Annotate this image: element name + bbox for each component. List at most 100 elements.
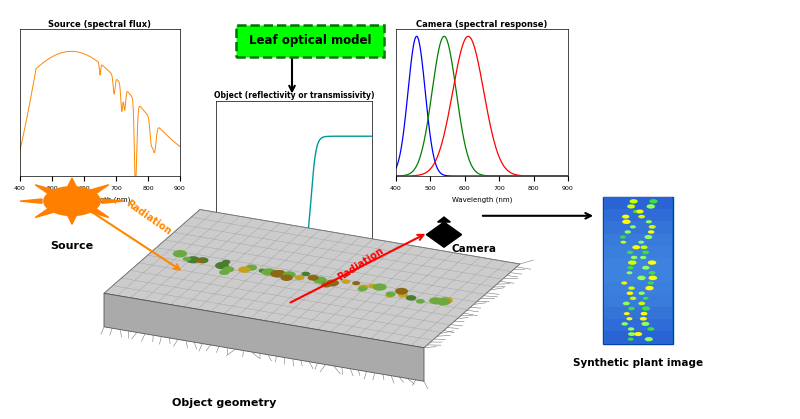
Polygon shape [20, 199, 42, 203]
Circle shape [622, 220, 630, 224]
FancyBboxPatch shape [604, 209, 672, 221]
Circle shape [302, 272, 310, 276]
Circle shape [649, 276, 657, 280]
Circle shape [373, 283, 386, 291]
Circle shape [645, 235, 652, 239]
Circle shape [307, 275, 318, 281]
Circle shape [626, 292, 634, 295]
FancyBboxPatch shape [604, 258, 672, 270]
Circle shape [647, 327, 654, 331]
FancyBboxPatch shape [236, 25, 384, 57]
Circle shape [632, 245, 640, 249]
Title: Camera (spectral response): Camera (spectral response) [416, 20, 548, 28]
Circle shape [642, 266, 650, 270]
Circle shape [641, 312, 647, 316]
Circle shape [197, 257, 209, 264]
Circle shape [222, 260, 230, 264]
Circle shape [636, 210, 643, 213]
Title: Object (reflectivity or transmissivity): Object (reflectivity or transmissivity) [214, 91, 374, 100]
Circle shape [176, 252, 186, 257]
Circle shape [43, 186, 101, 216]
Circle shape [386, 293, 394, 298]
X-axis label: Wavelength (nm): Wavelength (nm) [452, 196, 512, 203]
Circle shape [623, 302, 630, 305]
X-axis label: Wavelength (nm): Wavelength (nm) [70, 196, 130, 203]
Text: Source: Source [50, 241, 94, 251]
Circle shape [326, 279, 339, 286]
Polygon shape [90, 185, 109, 193]
Circle shape [648, 230, 654, 234]
FancyBboxPatch shape [604, 270, 672, 282]
Circle shape [406, 295, 416, 300]
Circle shape [634, 332, 642, 336]
Polygon shape [35, 185, 54, 193]
Polygon shape [35, 209, 54, 217]
Circle shape [342, 279, 350, 284]
Text: Camera: Camera [452, 244, 497, 254]
Circle shape [626, 251, 633, 254]
Circle shape [627, 204, 635, 209]
Circle shape [173, 250, 187, 258]
Circle shape [352, 281, 360, 285]
Polygon shape [90, 209, 109, 217]
Circle shape [633, 210, 639, 213]
Circle shape [624, 312, 630, 315]
Circle shape [620, 235, 626, 238]
Circle shape [628, 287, 635, 290]
Circle shape [270, 270, 285, 277]
Text: Radiation: Radiation [336, 246, 386, 283]
Circle shape [628, 327, 634, 331]
Circle shape [649, 225, 656, 229]
Circle shape [621, 241, 626, 244]
FancyBboxPatch shape [604, 197, 672, 209]
Polygon shape [426, 222, 462, 247]
Circle shape [645, 337, 653, 341]
Circle shape [398, 292, 408, 297]
Circle shape [386, 292, 396, 297]
Circle shape [649, 271, 655, 274]
Circle shape [630, 297, 636, 300]
Title: Source (spectral flux): Source (spectral flux) [49, 20, 151, 28]
FancyBboxPatch shape [604, 331, 672, 344]
Circle shape [358, 286, 367, 291]
Polygon shape [67, 178, 77, 188]
Circle shape [638, 276, 646, 280]
Circle shape [313, 277, 327, 284]
Text: Radiation: Radiation [124, 198, 173, 237]
FancyBboxPatch shape [604, 319, 672, 331]
Circle shape [628, 307, 634, 310]
Circle shape [281, 274, 293, 281]
Circle shape [627, 266, 634, 269]
Circle shape [646, 204, 655, 209]
Circle shape [321, 282, 331, 287]
Circle shape [395, 288, 408, 295]
Circle shape [275, 270, 285, 275]
Circle shape [626, 271, 632, 274]
Circle shape [640, 256, 646, 259]
Circle shape [638, 215, 645, 218]
Circle shape [625, 230, 631, 234]
Circle shape [197, 259, 205, 263]
Circle shape [215, 262, 229, 269]
Circle shape [641, 246, 648, 249]
Circle shape [622, 322, 628, 326]
Circle shape [622, 215, 630, 219]
Circle shape [238, 266, 250, 273]
FancyBboxPatch shape [604, 234, 672, 246]
Circle shape [246, 264, 257, 271]
Circle shape [219, 269, 230, 275]
Polygon shape [104, 293, 424, 381]
Circle shape [262, 268, 276, 276]
Circle shape [640, 317, 647, 321]
Circle shape [638, 241, 644, 244]
Circle shape [429, 297, 442, 304]
Circle shape [282, 272, 296, 278]
FancyBboxPatch shape [604, 246, 672, 258]
Circle shape [630, 199, 638, 204]
FancyBboxPatch shape [604, 307, 672, 319]
Circle shape [294, 275, 305, 280]
Circle shape [650, 199, 658, 204]
Circle shape [368, 284, 378, 289]
Circle shape [182, 257, 191, 261]
Circle shape [436, 298, 450, 305]
